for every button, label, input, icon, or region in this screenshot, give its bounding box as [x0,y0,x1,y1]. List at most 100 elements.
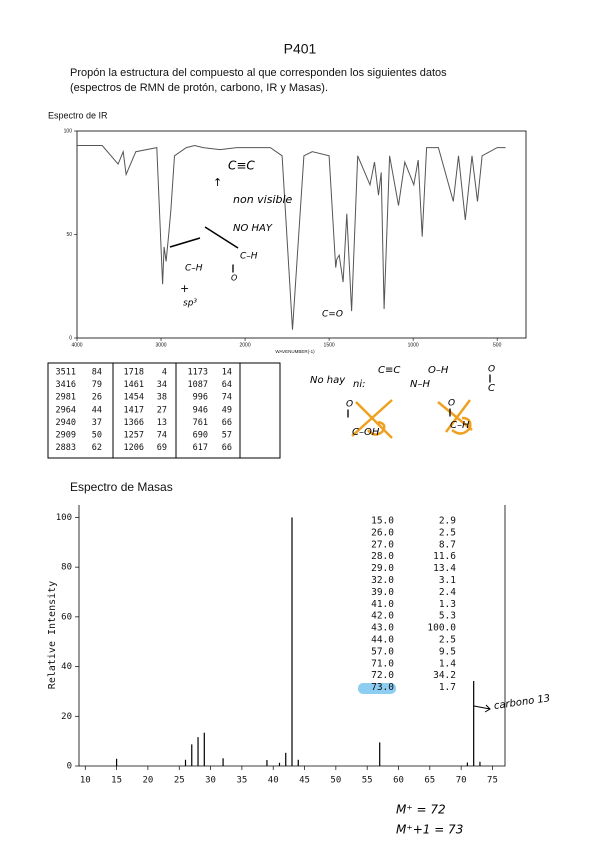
x-tick-label: 15 [111,776,122,786]
x-tick-label: 500 [493,342,502,348]
peak-mz: 73.0 [371,682,394,693]
table-cell: 2940 [56,418,76,428]
y-tick-label: 100 [64,128,73,134]
table-cell: 57 [222,431,232,441]
ms-peak [266,760,268,766]
table-cell: 69 [157,443,167,453]
table-cell: 74 [222,393,232,403]
ms-peak [115,758,118,766]
ms-peak [197,737,199,766]
peak-intensity: 8.7 [439,539,456,550]
peak-intensity: 1.3 [439,599,456,610]
table-cell: 1461 [124,380,144,390]
x-tick-label: 3000 [155,342,166,348]
ms-peak [285,752,287,766]
table-cell: 3511 [56,368,76,378]
y-axis-label: Relative Intensity [47,581,58,689]
x-tick-label: 60 [393,776,404,786]
handwritten-note: carbono 13 [493,693,551,712]
peak-intensity: 34.2 [433,670,456,681]
table-cell: 1206 [124,443,144,453]
table-cell: 690 [193,431,208,441]
highlight [358,683,396,694]
handwritten-note: ‖ [448,408,452,417]
peak-intensity: 1.4 [439,658,456,669]
table-cell: 946 [193,405,208,415]
table-cell: 1718 [124,368,144,378]
peak-mz: 44.0 [371,635,394,646]
handwritten-note: N–H [410,379,430,390]
x-axis-label: WAVENUMBER(-1) [275,349,315,354]
peak-intensity: 9.5 [439,646,456,657]
peak-mz: 15.0 [371,516,394,527]
x-tick-label: 10 [80,776,91,786]
ms-peak [203,732,205,766]
table-cell: 2964 [56,405,76,415]
x-tick-label: 50 [330,776,341,786]
ms-peak [297,759,299,766]
ms-peak [479,761,481,766]
x-tick-label: 40 [268,776,279,786]
ir-trace [77,144,506,330]
handwritten-note: C–H [185,264,203,274]
peak-intensity: 11.6 [433,551,456,562]
ms-peak [222,758,224,766]
peak-intensity: 3.1 [439,575,456,586]
table-cell: 66 [222,443,232,453]
handwritten-note: ‖ [231,264,235,273]
handwritten-note: C [488,383,495,394]
y-tick-label: 40 [61,662,72,672]
x-tick-label: 1000 [408,342,419,348]
ms-peak [191,744,193,766]
table-cell: 50 [92,431,102,441]
peak-mz: 72.0 [371,670,394,681]
x-tick-label: 55 [362,776,373,786]
table-cell: 996 [193,393,208,403]
table-cell: 13 [157,418,167,428]
peak-intensity: 2.4 [439,587,456,598]
table-cell: 2883 [56,443,76,453]
handwritten-note: No hay [310,375,346,386]
handwritten-note: ↑ [213,176,222,189]
handwritten-note: O [488,365,495,375]
handwritten-note: ni: [353,379,366,390]
x-tick-label: 70 [456,776,467,786]
handwritten-note: O–H [428,365,449,376]
handwritten-note: + [180,282,189,295]
handwritten-note: M⁺ = 72 [396,803,446,817]
instructions: (espectros de RMN de protón, carbono, IR… [70,82,328,94]
ms-peak [466,762,469,766]
x-tick-label: 2000 [240,342,251,348]
table-cell: 3416 [56,380,76,390]
handwritten-note: C≡C [228,159,255,173]
peak-mz: 32.0 [371,575,394,586]
handwritten-note: C–OH [352,427,380,438]
table-cell: 1173 [188,368,208,378]
peak-mz: 42.0 [371,611,394,622]
table-cell: 74 [157,431,167,441]
section-label: Espectro de Masas [70,480,173,494]
ms-peak [379,742,381,766]
ms-peak [473,680,475,766]
handwritten-note: sp³ [183,299,197,309]
table-cell: 62 [92,443,102,453]
x-tick-label: 1500 [324,342,335,348]
plot-frame [76,130,527,339]
instructions: Propón la estructura del compuesto al qu… [70,67,447,79]
table-cell: 2981 [56,393,76,403]
peak-mz: 28.0 [371,551,394,562]
peak-intensity: 1.7 [439,682,456,693]
table-cell: 34 [157,380,167,390]
table-cell: 1366 [124,418,144,428]
table-cell: 1454 [124,393,144,403]
table-cell: 79 [92,380,102,390]
table-cell: 84 [92,368,102,378]
title: P401 [284,41,317,57]
handwritten-note: non visible [233,193,293,206]
table-cell: 66 [222,418,232,428]
x-tick-label: 35 [236,776,247,786]
section-label: Espectro de IR [48,110,108,120]
table-cell: 38 [157,393,167,403]
x-tick-label: 45 [299,776,310,786]
